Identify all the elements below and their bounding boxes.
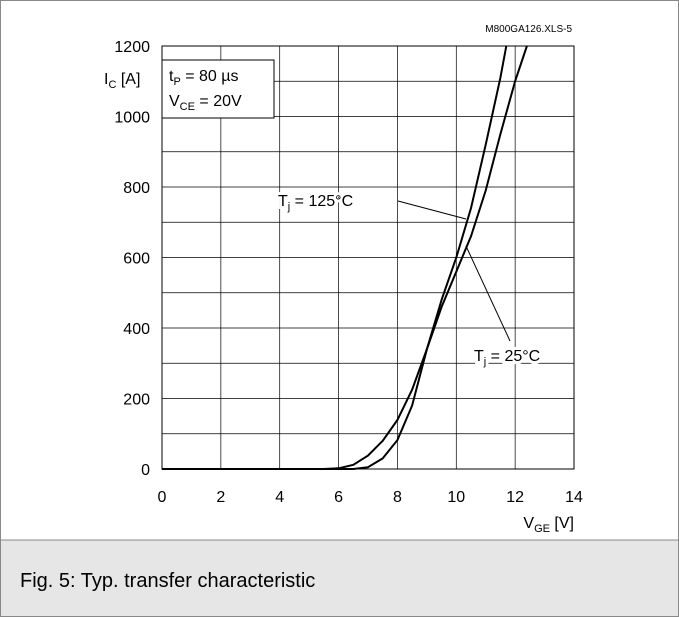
x-tick-label: 12	[506, 489, 524, 506]
y-tick-label: 1000	[114, 110, 150, 127]
leader-line	[397, 200, 467, 220]
x-axis-label-main: V	[523, 515, 534, 532]
y-tick-label: 1200	[114, 39, 150, 56]
caption-band	[1, 540, 678, 616]
y-tick-label: 800	[123, 180, 150, 197]
y-axis-label-main: I	[104, 71, 108, 88]
series-label-sub: j	[483, 356, 486, 368]
y-axis-label: IC [A]	[104, 71, 140, 91]
y-axis-label-rest: [A]	[116, 71, 140, 88]
y-tick-label: 200	[123, 392, 150, 409]
x-tick-label: 8	[393, 489, 402, 506]
y-tick-label: 0	[141, 462, 150, 479]
x-tick-label: 0	[158, 489, 167, 506]
y-tick-label: 600	[123, 251, 150, 268]
leader-line	[465, 245, 511, 342]
x-tick-label: 14	[565, 489, 583, 506]
condition-sub: CE	[180, 101, 195, 113]
y-tick-label: 400	[123, 321, 150, 338]
series-label-main: T	[278, 193, 288, 210]
x-axis-label: VGE [V]	[523, 515, 574, 535]
y-axis-label-sub: C	[108, 79, 116, 91]
x-tick-label: 4	[275, 489, 284, 506]
series-label: Tj = 25°C	[474, 348, 540, 368]
series-label-sub: j	[287, 201, 290, 213]
series-label-main: T	[474, 348, 484, 365]
caption: Fig. 5: Typ. transfer characteristic	[20, 570, 315, 592]
conditions-box	[161, 59, 275, 119]
series-label: Tj = 125°C	[278, 193, 353, 213]
condition: tP = 80 µs	[169, 68, 239, 88]
x-tick-label: 2	[216, 489, 225, 506]
condition-sub: P	[173, 76, 180, 88]
condition: VCE = 20V	[169, 93, 242, 113]
condition-rest: = 20V	[195, 93, 242, 110]
condition-main: t	[169, 68, 174, 85]
series-label-rest: = 125°C	[290, 193, 353, 210]
condition-main: V	[169, 93, 180, 110]
x-axis-label-sub: GE	[534, 523, 550, 535]
figure-code: M800GA126.XLS-5	[485, 24, 572, 35]
plot-border	[161, 45, 575, 470]
series-label-rest: = 25°C	[486, 348, 540, 365]
x-axis-label-rest: [V]	[550, 515, 574, 532]
condition-rest: = 80 µs	[181, 68, 239, 85]
x-tick-label: 10	[447, 489, 465, 506]
curve	[162, 45, 528, 470]
x-tick-label: 6	[334, 489, 343, 506]
